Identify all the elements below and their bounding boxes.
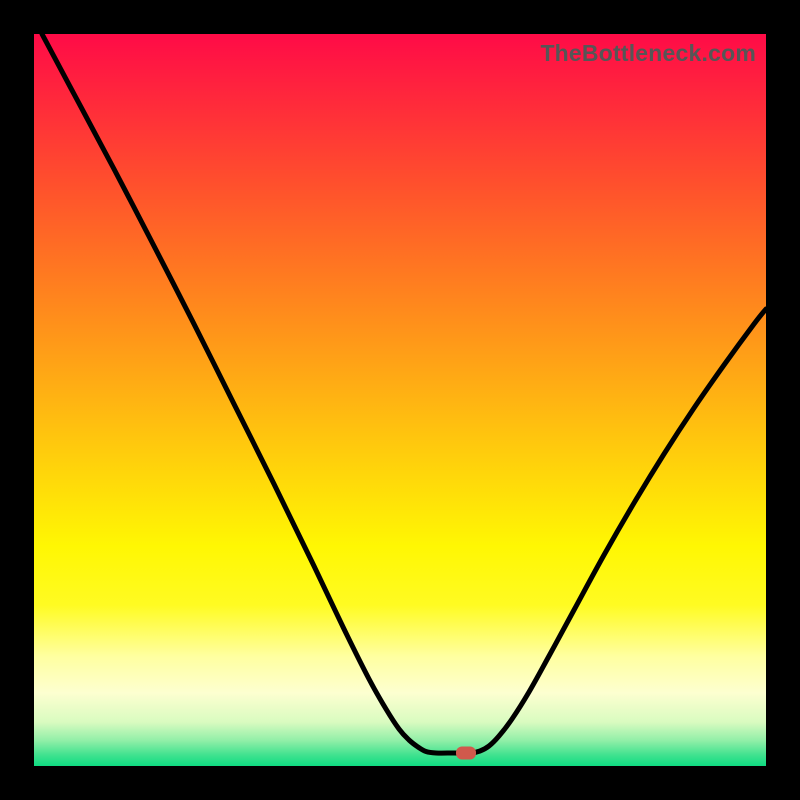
plot-area: TheBottleneck.com	[34, 34, 766, 766]
minimum-marker	[456, 747, 476, 760]
bottleneck-curve	[34, 34, 766, 766]
chart-frame: TheBottleneck.com	[0, 0, 800, 800]
